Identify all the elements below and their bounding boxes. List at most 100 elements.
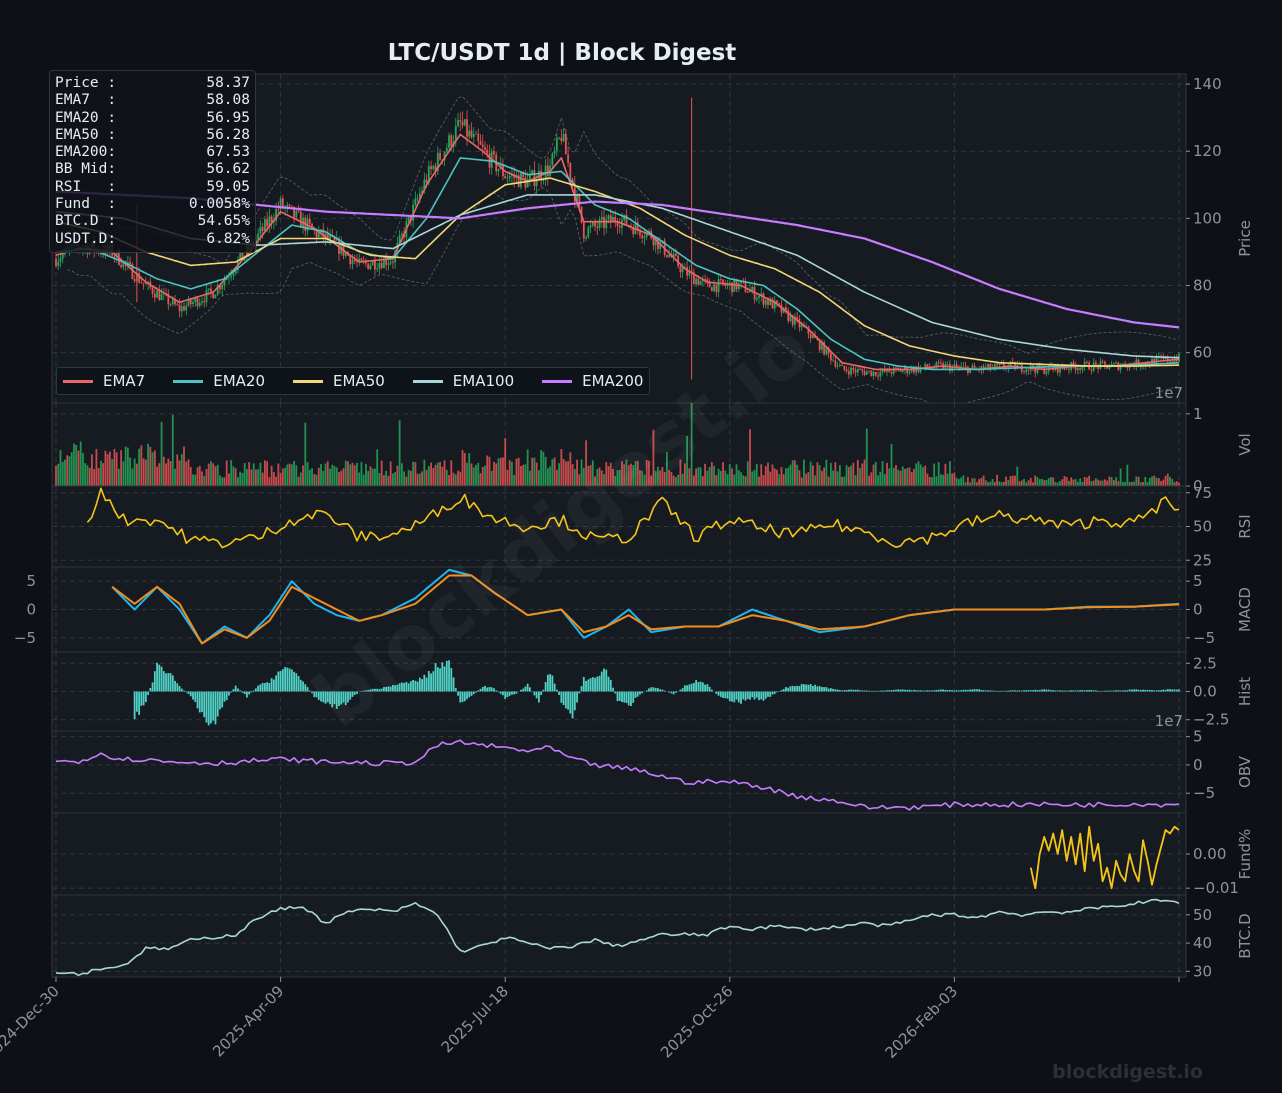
volume-bar — [1027, 480, 1030, 486]
hist-bar — [1077, 690, 1079, 692]
volume-bar — [369, 466, 372, 486]
hist-bar — [710, 689, 713, 692]
hist-bar — [695, 680, 698, 692]
hist-bar — [270, 678, 273, 692]
hist-bar — [1153, 690, 1156, 692]
hist-bar — [1121, 690, 1124, 692]
hist-bar — [591, 677, 594, 692]
volume-bar — [582, 468, 585, 486]
hist-bar — [1056, 690, 1059, 692]
candle-body — [820, 342, 823, 350]
volume-bar — [1094, 478, 1097, 486]
hist-bar — [169, 673, 172, 692]
panel-btcd: 30 40 50 BTC.D — [51, 894, 1254, 980]
hist-bar — [463, 691, 466, 702]
candle-body — [311, 223, 313, 229]
hist-bar — [351, 691, 354, 697]
y-tick-label: 50 — [1193, 518, 1212, 536]
volume-bar — [520, 466, 522, 486]
candle-body — [758, 296, 760, 299]
hist-bar — [567, 691, 569, 710]
hist-bar — [807, 684, 810, 692]
hist-bar — [418, 677, 421, 692]
hist-bar — [219, 691, 221, 710]
hist-bar — [1079, 690, 1082, 692]
volume-bar — [497, 458, 500, 486]
volume-bar — [904, 468, 906, 486]
hist-bar — [508, 691, 511, 696]
hist-bar — [207, 691, 210, 726]
volume-bar — [445, 469, 448, 486]
volume-bar — [535, 462, 538, 486]
hist-bar — [279, 671, 282, 692]
volume-bar — [362, 474, 365, 486]
hist-bar — [340, 691, 343, 705]
candle-body — [542, 179, 545, 181]
volume-bar — [773, 468, 776, 486]
hist-bar — [183, 690, 185, 692]
candle-body — [695, 278, 698, 285]
y-tick-label: 0 — [1193, 601, 1203, 619]
line-obv — [55, 739, 1180, 811]
candle-body — [863, 371, 866, 375]
volume-bar — [64, 459, 66, 486]
hist-bar — [746, 691, 749, 700]
volume-bar — [1126, 464, 1129, 486]
candle-body — [582, 222, 585, 239]
candle-body — [270, 216, 273, 223]
y-axis-label: Hist — [1236, 677, 1254, 706]
hist-bar — [609, 679, 612, 692]
hist-bar — [1047, 689, 1050, 692]
hist-bar — [625, 691, 628, 703]
volume-bar — [573, 469, 576, 486]
volume-bar — [360, 461, 363, 486]
volume-bar — [562, 459, 565, 486]
legend-label: EMA7 — [103, 372, 146, 390]
volume-bar — [367, 471, 370, 486]
hist-bar — [542, 689, 545, 692]
candle-body — [706, 279, 709, 282]
hist-bar — [636, 691, 639, 697]
hist-bar — [670, 691, 673, 694]
volume-bar — [654, 471, 657, 486]
volume-bar — [731, 468, 733, 486]
candle-body — [174, 299, 176, 305]
volume-bar — [324, 463, 327, 486]
candle-body — [564, 134, 567, 155]
candle-body — [971, 365, 974, 368]
hist-bar — [1038, 689, 1041, 692]
panel-funding: −0.01 0.00 Fund% — [51, 812, 1254, 897]
volume-bar — [68, 456, 71, 486]
hist-bar — [762, 691, 765, 701]
candle-body — [859, 369, 861, 370]
volume-bar — [210, 461, 212, 486]
hist-bar — [445, 660, 448, 692]
volume-bar — [138, 448, 141, 486]
volume-bar — [308, 469, 311, 486]
candle-body — [1083, 361, 1086, 367]
candle-body — [138, 273, 141, 283]
candle-body — [969, 367, 972, 373]
hist-bar — [470, 691, 473, 696]
volume-bar — [863, 459, 866, 486]
candle-body — [439, 152, 441, 160]
volume-bar — [425, 469, 428, 486]
volume-bar — [861, 463, 864, 486]
volume-bar — [1038, 479, 1041, 486]
candle-body — [212, 292, 215, 299]
volume-bar — [1117, 481, 1120, 486]
volume-bar — [272, 472, 275, 486]
candle-body — [605, 219, 608, 229]
hist-bar — [652, 687, 655, 692]
volume-bar — [299, 472, 302, 486]
candle-body — [913, 367, 915, 373]
bollinger-band — [67, 96, 1177, 354]
hist-bar — [877, 690, 879, 692]
candle-body — [888, 368, 891, 373]
candle-body — [755, 298, 758, 300]
panel-obv-background — [51, 730, 1187, 814]
hist-bar — [441, 662, 444, 692]
volume-bar — [515, 458, 518, 486]
hist-bar — [1045, 689, 1048, 692]
hist-bar — [1016, 690, 1019, 692]
